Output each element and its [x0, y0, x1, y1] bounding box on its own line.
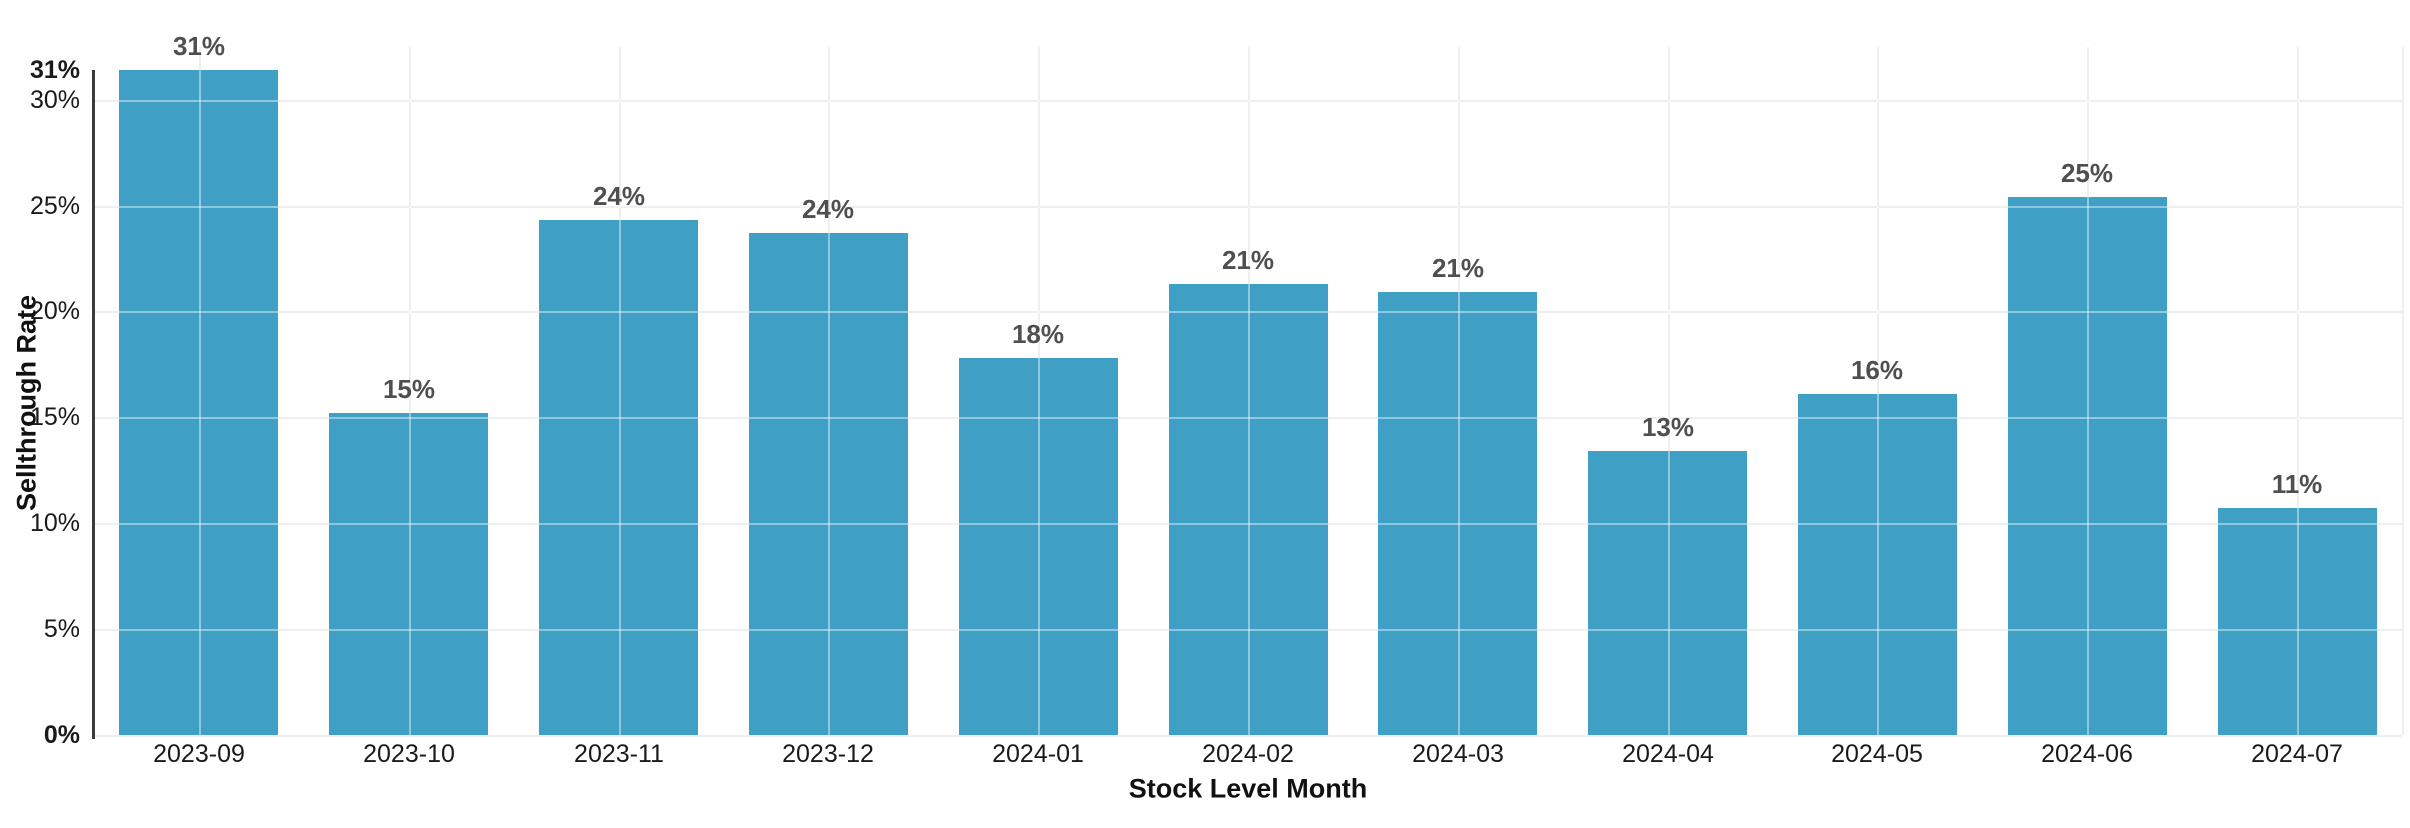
y-tick-label: 30% [29, 86, 80, 114]
x-tick-label: 2024-02 [1202, 740, 1294, 768]
bar-2024-06[interactable] [2008, 197, 2167, 735]
v-gridline [2297, 47, 2299, 735]
bar-value-label: 21% [1431, 253, 1485, 283]
y-tick-label: 20% [29, 297, 80, 325]
y-tick-label: 31% [29, 56, 80, 84]
y-tick-label: 5% [43, 615, 80, 643]
bar-value-label: 15% [382, 374, 436, 404]
h-gridline [94, 100, 2402, 102]
v-gridline [1668, 47, 1670, 735]
v-gridline [1038, 47, 1040, 735]
bar-value-label: 18% [1011, 319, 1065, 349]
h-gridline [94, 523, 2402, 525]
v-gridline [1877, 47, 1879, 735]
bar-2023-10[interactable] [329, 413, 488, 735]
v-gridline [199, 47, 201, 735]
v-gridline [2402, 47, 2404, 735]
x-tick-label: 2024-01 [992, 740, 1084, 768]
v-gridline [1458, 47, 1460, 735]
v-gridline [409, 47, 411, 735]
h-gridline [94, 206, 2402, 208]
v-gridline [1248, 47, 1250, 735]
v-gridline [409, 47, 411, 735]
bar-value-label: 25% [2060, 158, 2114, 188]
bar-2024-04[interactable] [1588, 451, 1747, 735]
v-gridline [1668, 47, 1670, 735]
x-tick-label: 2024-03 [1412, 740, 1504, 768]
y-tick-label: 0% [43, 721, 80, 749]
bar-2023-09[interactable] [119, 70, 278, 735]
h-gridline [94, 735, 2402, 737]
x-tick-label: 2024-06 [2041, 740, 2133, 768]
bar-value-label: 21% [1221, 245, 1275, 275]
x-tick-label: 2024-05 [1831, 740, 1923, 768]
bar-2024-05[interactable] [1798, 394, 1957, 735]
x-tick-label: 2024-07 [2251, 740, 2343, 768]
x-tick-label: 2023-09 [153, 740, 245, 768]
v-gridline [619, 47, 621, 735]
bar-value-label: 13% [1641, 412, 1695, 442]
x-tick-label: 2023-10 [363, 740, 455, 768]
bar-2024-07[interactable] [2218, 508, 2377, 735]
y-tick-label: 25% [29, 192, 80, 220]
bar-2024-03[interactable] [1378, 292, 1537, 735]
bar-2024-02[interactable] [1169, 284, 1328, 735]
bar-value-label: 31% [172, 31, 226, 61]
h-gridline [94, 629, 2402, 631]
v-gridline [1877, 47, 1879, 735]
bar-value-label: 11% [2271, 469, 2323, 499]
bar-2023-11[interactable] [539, 220, 698, 735]
x-tick-label: 2023-12 [782, 740, 874, 768]
h-gridline [94, 735, 2402, 737]
x-tick-label: 2023-11 [574, 740, 664, 768]
v-gridline [2297, 47, 2299, 735]
v-gridline [2402, 47, 2404, 735]
y-tick-label: 15% [29, 403, 80, 431]
x-tick-label: 2024-04 [1622, 740, 1714, 768]
h-gridline [94, 311, 2402, 313]
x-axis-title: Stock Level Month [1128, 773, 1368, 804]
bar-value-label: 24% [592, 181, 646, 211]
bar-value-label: 16% [1850, 355, 1904, 385]
y-tick-label: 10% [29, 509, 80, 537]
y-axis-line [92, 70, 95, 739]
bar-2024-01[interactable] [959, 358, 1118, 735]
v-gridline [2087, 47, 2089, 735]
bar-2023-12[interactable] [749, 233, 908, 735]
h-gridline [94, 417, 2402, 419]
bar-value-label: 24% [801, 194, 855, 224]
v-gridline [828, 47, 830, 735]
